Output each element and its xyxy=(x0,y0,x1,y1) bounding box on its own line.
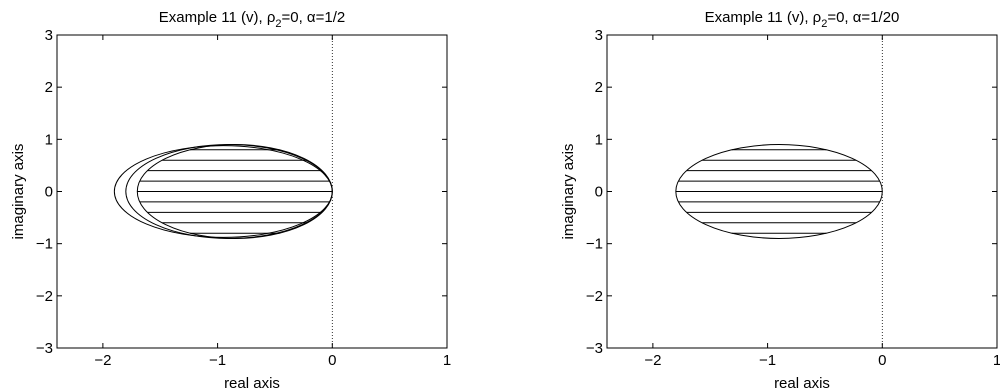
chart-title-rest: =0, α=1/20 xyxy=(827,9,899,26)
x-tick-label: 0 xyxy=(328,352,336,369)
chart-title-rest: =0, α=1/2 xyxy=(282,9,346,26)
x-tick-label: 0 xyxy=(878,352,886,369)
chart-title-main: Example 11 (v), ρ xyxy=(159,9,276,26)
y-axis-label: imaginary axis xyxy=(10,144,27,240)
chart-panel-1: −2 −1 0 1 −3 −2 −1 0 1 2 3 real axis imaginary axis E… xyxy=(10,9,451,392)
y-axis-label: imaginary axis xyxy=(560,144,577,240)
x-axis-label: real axis xyxy=(224,375,280,392)
x-tick-label: −1 xyxy=(209,352,226,369)
y-tick-label: 2 xyxy=(45,79,53,96)
x-tick-label: −2 xyxy=(94,352,111,369)
y-tick-label: 2 xyxy=(595,79,603,96)
x-tick-label: 1 xyxy=(443,352,451,369)
y-tick-label: −1 xyxy=(36,236,53,253)
y-tick-label: 0 xyxy=(45,184,53,201)
y-tick-label: 3 xyxy=(595,27,603,44)
region-boundary-1 xyxy=(675,144,883,239)
x-tick-label: −1 xyxy=(759,352,776,369)
y-tick-label: −2 xyxy=(36,288,53,305)
y-tick-label: −3 xyxy=(586,340,603,357)
y-tick-label: −3 xyxy=(36,340,53,357)
x-tick-label: 1 xyxy=(993,352,1000,369)
x-axis-label: real axis xyxy=(774,375,830,392)
x-tick-label: −2 xyxy=(644,352,661,369)
chart-title: Example 11 (v), ρ2=0, α=1/20 xyxy=(705,9,900,30)
region-boundary-3 xyxy=(113,145,333,238)
chart-title-subscript: 2 xyxy=(275,18,281,30)
y-tick-label: 1 xyxy=(595,131,603,148)
chart-title-main: Example 11 (v), ρ xyxy=(705,9,822,26)
y-tick-label: −2 xyxy=(586,288,603,305)
chart-panel-2: −2 −1 0 1 −3 −2 −1 0 1 2 3 real axis imaginary axis E… xyxy=(560,9,1000,392)
y-tick-label: −1 xyxy=(586,236,603,253)
y-tick-label: 1 xyxy=(45,131,53,148)
y-tick-label: 3 xyxy=(45,27,53,44)
chart-title-subscript: 2 xyxy=(821,18,827,30)
chart-title: Example 11 (v), ρ2=0, α=1/2 xyxy=(159,9,345,30)
y-tick-label: 0 xyxy=(595,184,603,201)
